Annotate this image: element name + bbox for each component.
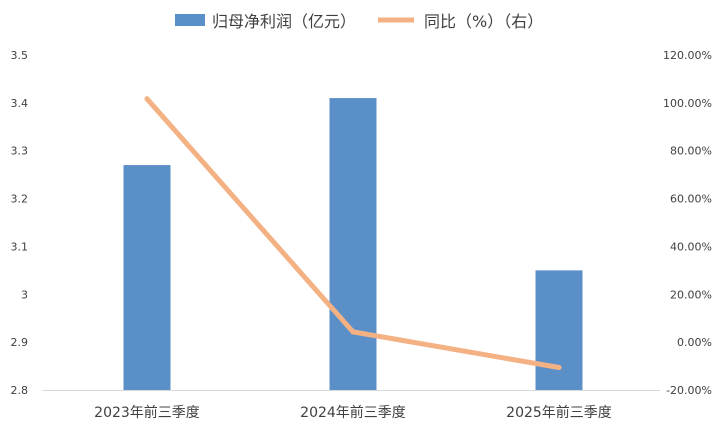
x-axis-category-label: 2023年前三季度 [94, 404, 200, 421]
left-axis-tick-label: 3.1 [11, 240, 29, 253]
left-axis-tick-label: 2.9 [11, 336, 29, 349]
left-y-axis: 2.8 2.9 3 3.1 3.2 3.3 3.4 3.5 [11, 49, 29, 397]
left-axis-tick-label: 3.5 [11, 49, 29, 62]
x-axis: 2023年前三季度 2024年前三季度 2025年前三季度 [42, 390, 660, 421]
legend-swatch-bar [175, 14, 205, 26]
right-axis-tick-label: 0.00% [677, 336, 712, 349]
left-axis-tick-label: 3.4 [11, 97, 29, 110]
left-axis-tick-label: 3.2 [11, 193, 29, 206]
legend: 归母净利润（亿元） 同比（%）（右） [175, 12, 543, 31]
right-axis-tick-label: 20.00% [670, 288, 712, 301]
right-axis-tick-label: 100.00% [663, 97, 712, 110]
right-axis-tick-label: 120.00% [663, 49, 712, 62]
yoy-point-3 [556, 365, 562, 371]
line-series [144, 96, 562, 371]
left-axis-tick-label: 2.8 [11, 384, 29, 397]
x-axis-category-label: 2024年前三季度 [300, 404, 406, 421]
bar-2 [329, 98, 377, 391]
right-axis-tick-label: 80.00% [670, 145, 712, 158]
left-axis-tick-label: 3.3 [11, 145, 29, 158]
x-axis-category-label: 2025年前三季度 [506, 404, 612, 421]
right-axis-tick-label: 40.00% [670, 240, 712, 253]
yoy-point-2 [350, 329, 356, 335]
left-axis-tick-label: 3 [21, 288, 28, 301]
right-y-axis: -20.00% 0.00% 20.00% 40.00% 60.00% 80.00% 100.… [663, 49, 712, 397]
legend-label-line: 同比（%）（右） [424, 12, 543, 31]
yoy-point-1 [144, 96, 150, 102]
right-axis-tick-label: 60.00% [670, 193, 712, 206]
legend-label-bar: 归母净利润（亿元） [212, 12, 356, 31]
bar-series [123, 98, 583, 391]
right-axis-tick-label: -20.00% [666, 384, 712, 397]
bar-1 [123, 165, 171, 390]
bar-3 [535, 270, 583, 390]
